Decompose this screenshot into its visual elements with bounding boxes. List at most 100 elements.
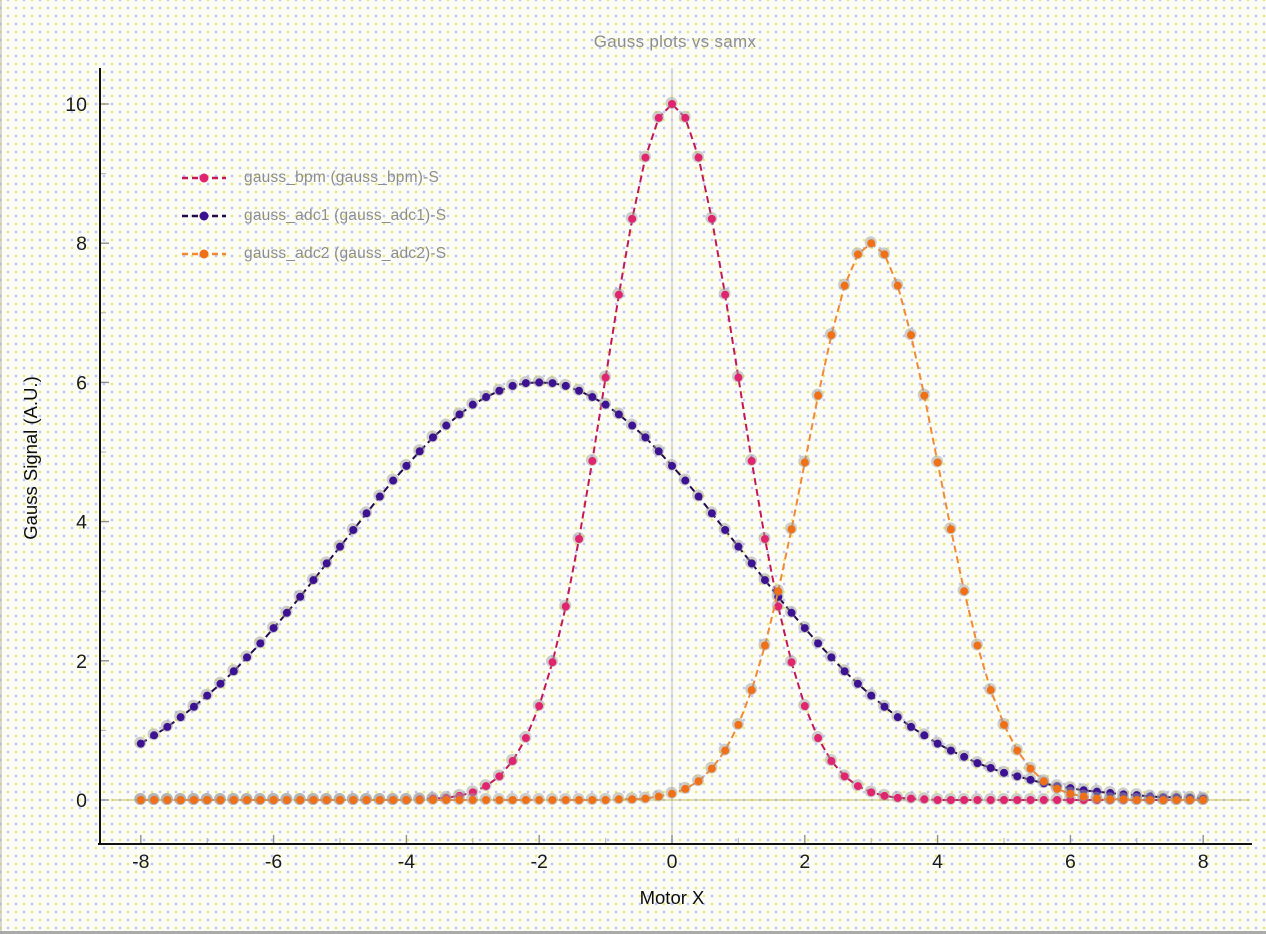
data-point xyxy=(1106,795,1115,804)
data-point xyxy=(203,691,212,700)
data-point xyxy=(336,796,344,804)
data-point xyxy=(428,433,437,442)
data-point xyxy=(973,641,982,650)
data-point xyxy=(681,476,690,485)
y-tick-label: 4 xyxy=(76,512,87,534)
y-tick-label: 0 xyxy=(76,790,87,812)
data-point xyxy=(707,509,716,518)
data-point xyxy=(867,788,876,797)
data-point xyxy=(282,796,291,804)
data-point xyxy=(588,393,597,402)
data-point xyxy=(1132,796,1141,804)
data-point xyxy=(1199,796,1208,804)
legend-item-label: gauss_adc2 (gauss_adc2)-S xyxy=(244,245,447,262)
data-point xyxy=(548,658,557,667)
data-point xyxy=(1000,768,1008,777)
data-point xyxy=(628,421,637,430)
data-point xyxy=(668,100,676,108)
legend-item-gauss_bpm[interactable]: gauss_bpm (gauss_bpm)-S xyxy=(181,159,446,197)
data-point xyxy=(601,400,610,409)
data-point xyxy=(880,250,889,259)
data-point xyxy=(840,281,849,290)
data-point xyxy=(561,381,570,390)
series-gauss_adc1 xyxy=(134,375,1209,804)
data-point xyxy=(415,447,424,456)
data-point xyxy=(893,281,902,290)
data-point xyxy=(163,796,172,804)
data-point xyxy=(269,796,278,804)
data-point xyxy=(296,796,305,804)
data-point xyxy=(880,791,889,800)
data-point xyxy=(694,777,703,786)
data-point xyxy=(960,587,969,596)
data-point xyxy=(575,386,584,395)
data-point xyxy=(575,535,584,543)
data-point xyxy=(521,796,530,804)
data-point xyxy=(402,461,411,470)
data-point xyxy=(960,796,969,804)
legend: gauss_bpm (gauss_bpm)-S gauss_adc1 (gauss… xyxy=(181,159,446,273)
legend-sample-line xyxy=(182,173,226,183)
data-point xyxy=(668,789,676,798)
legend-item-label: gauss_bpm (gauss_bpm)-S xyxy=(244,169,439,186)
data-point xyxy=(189,702,198,711)
legend-sample-marker xyxy=(199,211,209,221)
data-point xyxy=(455,410,464,419)
data-point xyxy=(654,792,663,801)
data-point xyxy=(601,796,610,804)
data-point xyxy=(628,214,637,223)
data-point xyxy=(907,331,916,340)
data-point xyxy=(1039,777,1048,786)
data-point xyxy=(495,772,504,781)
data-point xyxy=(203,796,212,804)
data-point xyxy=(853,782,862,791)
data-point xyxy=(415,796,424,804)
data-point xyxy=(694,153,703,162)
data-point xyxy=(814,391,823,400)
data-point xyxy=(442,421,451,430)
legend-item-gauss_adc2[interactable]: gauss_adc2 (gauss_adc2)-S xyxy=(181,235,446,273)
data-point xyxy=(601,373,610,382)
data-point xyxy=(455,796,464,804)
data-point xyxy=(747,686,756,695)
x-axis-label: Motor X xyxy=(639,887,705,908)
data-point xyxy=(495,796,504,804)
data-point xyxy=(986,686,995,695)
data-point xyxy=(814,639,823,648)
data-point xyxy=(150,731,159,740)
x-tick-label: -6 xyxy=(265,851,282,873)
data-point xyxy=(960,752,969,761)
data-point xyxy=(322,796,331,804)
legend-item-gauss_adc1[interactable]: gauss_adc1 (gauss_adc1)-S xyxy=(181,197,446,235)
data-point xyxy=(136,739,145,748)
window-bottom-edge xyxy=(0,931,1266,934)
data-point xyxy=(389,796,398,804)
data-point xyxy=(867,691,876,700)
data-point xyxy=(282,608,291,617)
data-point xyxy=(243,653,252,662)
data-point xyxy=(760,641,769,650)
data-point xyxy=(588,457,597,466)
data-point xyxy=(681,784,690,793)
data-point xyxy=(508,381,517,390)
data-point xyxy=(893,713,902,722)
data-point xyxy=(336,542,344,551)
data-point xyxy=(1000,796,1008,804)
window-left-edge xyxy=(0,0,2,934)
data-point xyxy=(229,667,238,676)
data-point xyxy=(774,587,783,596)
data-point xyxy=(814,734,823,743)
data-point xyxy=(907,722,916,731)
data-point xyxy=(893,793,902,802)
data-point xyxy=(402,796,411,804)
data-point xyxy=(734,542,743,551)
data-point xyxy=(933,796,942,804)
data-point xyxy=(375,796,384,804)
x-axis: -8 -6 -4 -2 0 2 4 6 8 xyxy=(98,835,1252,873)
data-point xyxy=(309,576,318,585)
data-point xyxy=(907,794,916,803)
data-point xyxy=(986,796,995,804)
chart-title: Gauss plots vs samx xyxy=(593,32,757,51)
data-point xyxy=(628,795,637,804)
